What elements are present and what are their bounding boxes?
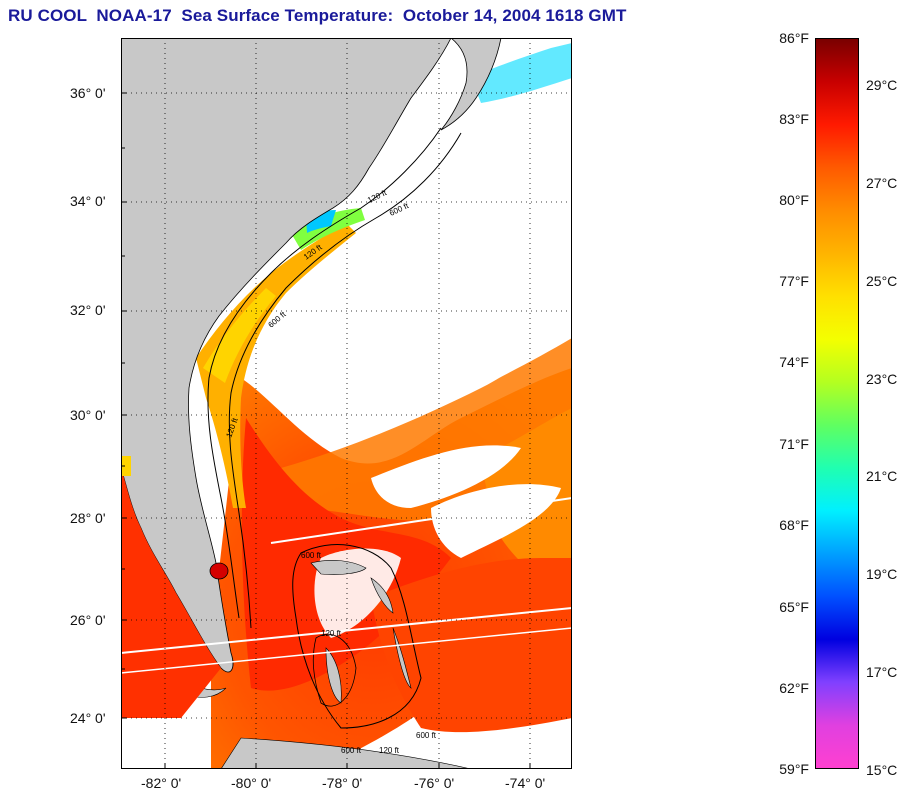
lat-label-30: 30° 0' [70,407,106,423]
colorbar-f-83: 83°F [779,111,809,127]
land-outer-banks [440,38,502,131]
lat-label-26: 26° 0' [70,612,106,628]
land-cuba-edge [220,737,472,769]
colorbar-c-19: 19°C [866,566,898,582]
axis-ticks [121,92,531,769]
lon-label-74: -74° 0' [505,775,546,791]
colorbar-c-15: 15°C [866,762,898,778]
lat-label-28: 28° 0' [70,510,106,526]
chart-title: RU COOL NOAA-17 Sea Surface Temperature:… [8,6,627,25]
scan-line-2 [121,607,572,654]
land-abaco [370,577,394,614]
scan-line-1 [270,497,572,544]
contour-label: 600 ft [341,746,362,755]
colorbar-c-27: 27°C [866,175,898,191]
cloud-patch-east [431,484,561,558]
colorbar-c-17: 17°C [866,664,898,680]
cloud-patch-central [371,445,521,508]
colorbar-f-74: 74°F [779,354,809,370]
colorbar-f-80: 80°F [779,192,809,208]
colorbar-f-71: 71°F [779,436,809,452]
colorbar-c-23: 23°C [866,371,898,387]
sst-coastal-plume [196,223,356,508]
land-andros [325,647,342,704]
lon-label-76: -76° 0' [414,775,455,791]
graticule [121,38,572,769]
contour-label: 600 ft [301,551,322,560]
colorbar-c-25: 25°C [866,273,898,289]
sst-southeast [371,558,572,733]
lon-label-80: -80° 0' [231,775,272,791]
lon-label-78: -78° 0' [322,775,363,791]
land-grand-bahama [310,559,367,575]
colorbar-c-29: 29°C [866,77,898,93]
colorbar-f-65: 65°F [779,599,809,615]
colorbar-f-68: 68°F [779,517,809,533]
sst-coastal-yellow [203,288,276,383]
lon-label-82: -82° 0' [141,775,182,791]
colorbar-f-86: 86°F [779,30,809,46]
colorbar-f-77: 77°F [779,273,809,289]
bahama-inner-contour [312,633,357,707]
contour-label: 120 ft [379,746,400,755]
sst-map: 120 ft 600 ft 120 ft 600 ft 120 ft 600 f… [121,38,572,769]
sst-gulf-west [121,468,221,718]
sst-cool-north [471,43,572,103]
contour-label: 600 ft [416,731,437,740]
contour-600ft [228,132,462,629]
sst-cool-shelf [291,208,365,250]
lat-label-36: 36° 0' [70,85,106,101]
colorbar [815,38,859,769]
bahama-bank-contour [292,544,422,729]
lake-okeechobee [209,562,229,580]
colorbar-f-59: 59°F [779,761,809,777]
land-eleuthera [392,627,412,689]
colorbar-f-62: 62°F [779,680,809,696]
contour-label: 120 ft [321,629,342,638]
sst-gulf-yellow [121,456,131,476]
scan-line-3 [121,627,572,674]
colorbar-c-21: 21°C [866,468,898,484]
contour-120ft [207,127,442,619]
cloud-patch-north [320,128,572,418]
lat-label-34: 34° 0' [70,193,106,209]
lat-label-32: 32° 0' [70,302,106,318]
lat-label-24: 24° 0' [70,710,106,726]
